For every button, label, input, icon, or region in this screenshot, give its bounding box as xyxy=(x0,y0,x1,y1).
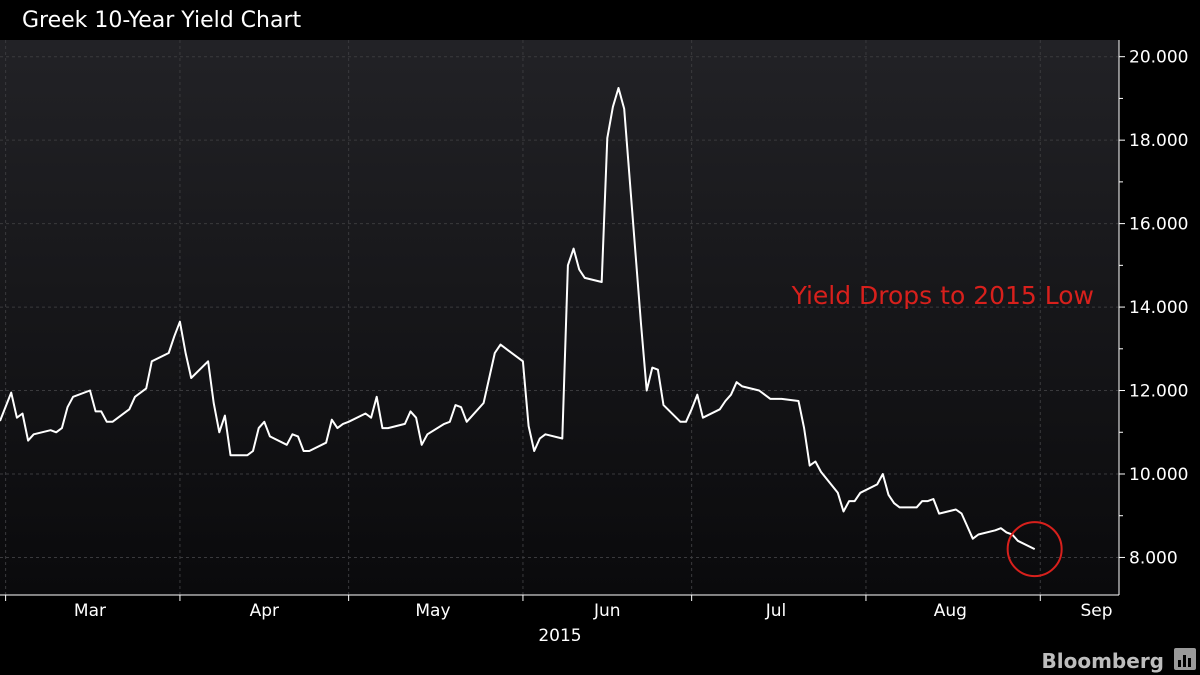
axes xyxy=(0,40,1125,601)
y-tick-label: 16.000 xyxy=(1129,215,1188,235)
x-axis-ticks: Mar Apr May Jun Jul Aug Sep xyxy=(74,601,1113,621)
x-tick-label: May xyxy=(415,601,450,621)
y-axis-ticks: 20.000 18.000 16.000 14.000 12.000 10.000 8.00… xyxy=(1129,48,1188,569)
bloomberg-bars-icon xyxy=(1174,648,1196,670)
y-tick-label: 14.000 xyxy=(1129,298,1188,318)
y-tick-label: 18.000 xyxy=(1129,131,1188,151)
annotation-label: Yield Drops to 2015 Low xyxy=(791,281,1094,310)
plot-area xyxy=(0,40,1119,595)
bloomberg-logo-text: Bloomberg xyxy=(1042,649,1164,673)
series-line xyxy=(0,87,1036,550)
x-tick-label: Aug xyxy=(934,601,967,621)
y-tick-label: 12.000 xyxy=(1129,382,1188,402)
x-tick-label: Mar xyxy=(74,601,106,621)
y-tick-label: 20.000 xyxy=(1129,48,1188,68)
chart-title: Greek 10-Year Yield Chart xyxy=(22,8,302,33)
x-tick-label: Apr xyxy=(250,601,279,621)
x-tick-label: Jul xyxy=(765,601,787,621)
y-tick-label: 8.000 xyxy=(1129,548,1178,568)
x-tick-label: Sep xyxy=(1080,601,1112,621)
series-group xyxy=(0,87,1036,550)
x-axis-year-label: 2015 xyxy=(538,626,581,646)
annotation-circle-marker xyxy=(1006,521,1063,578)
y-tick-label: 10.000 xyxy=(1129,465,1188,485)
x-tick-label: Jun xyxy=(593,601,621,621)
grid-lines xyxy=(0,40,1119,595)
